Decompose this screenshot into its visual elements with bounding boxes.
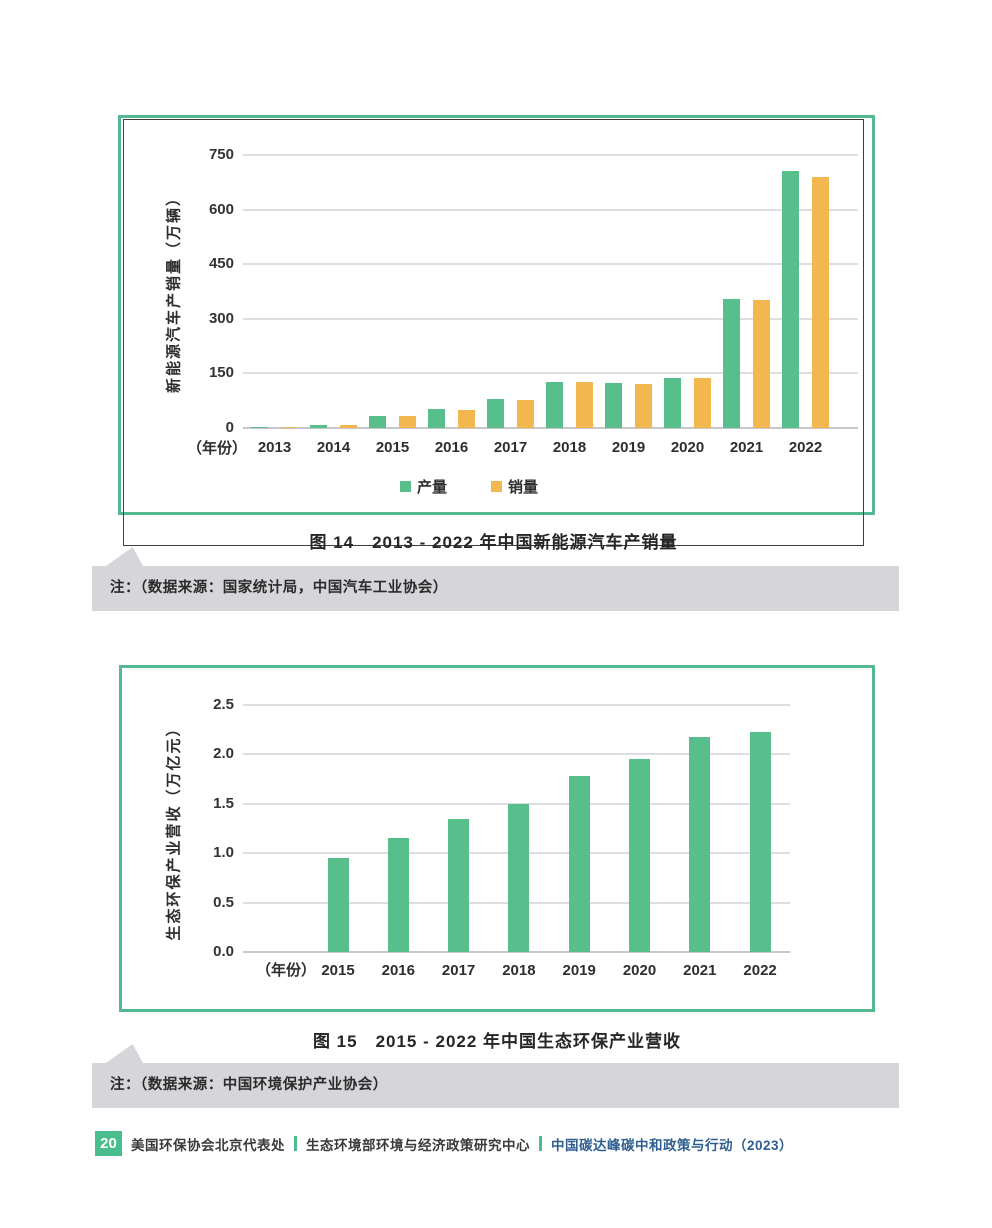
bar-生态环保产业营收-2019: [568, 776, 590, 952]
x-tick-label: 2018: [502, 962, 536, 979]
y-tick-label: 450: [208, 255, 234, 273]
figure15-y-axis-label: 生态环保产业营收（万亿元）: [165, 719, 183, 941]
bar-产量-2014: [310, 425, 327, 428]
note1-bar: 注：（数据来源：国家统计局，中国汽车工业协会）: [92, 566, 899, 611]
y-tick-label: 150: [208, 364, 234, 382]
x-tick-label: 2022: [788, 439, 823, 456]
bar-生态环保产业营收-2017: [448, 818, 470, 952]
footer-org1: 美国环保协会北京代表处: [131, 1137, 285, 1153]
y-tick-label: 750: [208, 146, 234, 163]
gridline: [243, 372, 858, 375]
production-swatch-icon: [400, 481, 411, 492]
bar-产量-2017: [487, 399, 504, 428]
legend-label-production: 产量: [417, 479, 448, 496]
x-tick-label: 2020: [622, 962, 657, 979]
gridline: [243, 704, 790, 706]
figure14-legend: 产量 销量: [400, 476, 538, 497]
x-tick-label: 2021: [683, 962, 717, 979]
bar-销量-2020: [694, 378, 711, 428]
page-number-badge: 20: [95, 1131, 122, 1156]
bar-销量-2018: [576, 382, 593, 428]
x-tick-label: 2019: [611, 439, 646, 456]
x-tick-label: 2019: [562, 962, 596, 979]
bar-销量-2021: [753, 299, 770, 428]
x-tick-label: 2020: [670, 439, 705, 456]
bar-产量-2019: [605, 382, 622, 428]
footer-report-title: 中国碳达峰碳中和政策与行动（2023）: [551, 1137, 794, 1153]
footer-divider-icon: [294, 1136, 297, 1151]
note2-bar: 注：（数据来源：中国环境保护产业协会）: [92, 1063, 899, 1108]
footer-divider-icon: [539, 1136, 542, 1151]
page-footer: 20 美国环保协会北京代表处 生态环境部环境与经济政策研究中心 中国碳达峰碳中和…: [95, 1131, 793, 1156]
legend-item-sales: 销量: [491, 476, 538, 497]
x-tick-label: 2015: [321, 962, 355, 979]
bar-产量-2016: [428, 409, 445, 428]
x-tick-label: 2017: [441, 962, 476, 979]
y-tick-label: 600: [208, 200, 234, 218]
x-tick-label: 2015: [375, 439, 410, 456]
gridline: [243, 263, 858, 266]
y-tick-label: 300: [208, 309, 234, 327]
bar-销量-2019: [635, 384, 652, 428]
sales-swatch-icon: [491, 481, 503, 492]
bar-生态环保产业营收-2022: [749, 731, 771, 952]
figure14-caption: 图 14 2013 - 2022 年中国新能源汽车产销量: [309, 533, 678, 552]
gridline: [243, 753, 790, 756]
x-tick-label: 2016: [381, 962, 415, 979]
bar-销量-2013: [281, 427, 298, 428]
x-tick-label: 2021: [729, 439, 764, 456]
gridline: [243, 208, 858, 211]
x-tick-label: 2022: [743, 962, 777, 979]
figure14-x-axis-unit: （年份）: [186, 440, 247, 457]
bar-销量-2022: [812, 177, 829, 428]
bar-生态环保产业营收-2016: [387, 838, 409, 952]
gridline: [243, 317, 858, 320]
bar-产量-2021: [723, 298, 740, 428]
bar-产量-2018: [546, 381, 563, 428]
footer-org2: 生态环境部环境与经济政策研究中心: [306, 1137, 530, 1153]
x-tick-label: 2014: [316, 439, 351, 456]
y-tick-label: 2.0: [213, 745, 234, 763]
y-tick-label: 1.5: [213, 794, 234, 812]
bar-产量-2020: [664, 378, 681, 428]
legend-label-sales: 销量: [508, 479, 539, 496]
x-tick-label: 2018: [552, 439, 587, 456]
x-tick-label: 2016: [434, 439, 469, 456]
legend-item-production: 产量: [400, 476, 447, 497]
gridline: [243, 427, 858, 429]
figure15-x-axis-unit: （年份）: [255, 962, 316, 979]
y-tick-label: 0: [225, 419, 234, 436]
y-tick-label: 0.5: [213, 893, 234, 911]
bar-销量-2016: [458, 409, 475, 428]
bar-生态环保产业营收-2021: [689, 736, 711, 952]
bar-销量-2014: [340, 425, 357, 428]
gridline: [243, 951, 790, 953]
gridline: [243, 154, 858, 156]
figure15-green-frame: [119, 665, 875, 1012]
bar-生态环保产业营收-2020: [629, 759, 650, 952]
y-tick-label: 0.0: [213, 943, 234, 960]
figure14-inner-frame: [123, 119, 864, 546]
y-tick-label: 2.5: [213, 696, 234, 713]
figure14-y-axis-label: 新能源汽车产销量（万辆）: [165, 188, 183, 394]
bar-产量-2013: [251, 427, 268, 428]
bar-销量-2017: [517, 399, 534, 428]
note1-text: 注：（数据来源：国家统计局，中国汽车工业协会）: [110, 580, 448, 596]
figure14-green-frame: [118, 115, 875, 515]
y-tick-label: 1.0: [213, 844, 234, 862]
bar-销量-2015: [399, 415, 416, 428]
figure15-caption: 图 15 2015 - 2022 年中国生态环保产业营收: [312, 1032, 682, 1051]
bar-生态环保产业营收-2018: [508, 803, 530, 952]
bar-生态环保产业营收-2015: [327, 858, 349, 952]
bar-产量-2015: [369, 415, 386, 428]
x-tick-label: 2017: [493, 439, 528, 456]
note2-text: 注：（数据来源：中国环境保护产业协会）: [110, 1077, 388, 1093]
bar-产量-2022: [782, 171, 799, 428]
x-tick-label: 2013: [257, 439, 292, 456]
